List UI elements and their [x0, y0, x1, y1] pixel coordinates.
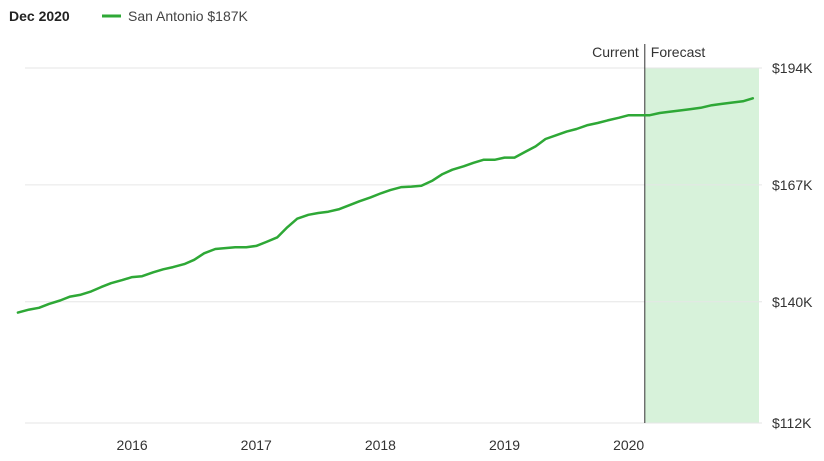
x-tick-label: 2018 — [365, 437, 396, 453]
chart-header: Dec 2020 San Antonio $187K — [9, 8, 249, 24]
series-line — [16, 97, 755, 314]
forecast-region — [644, 68, 759, 423]
grid-lines — [25, 67, 762, 424]
x-tick-label: 2020 — [613, 437, 644, 453]
current-label: Current — [592, 44, 639, 60]
legend-date: Dec 2020 — [9, 8, 70, 24]
x-tick-label: 2016 — [117, 437, 148, 453]
y-tick-label: $167K — [772, 177, 813, 193]
y-tick-label: $112K — [772, 415, 812, 431]
y-tick-label: $194K — [772, 60, 813, 76]
x-tick-label: 2019 — [489, 437, 520, 453]
x-tick-label: 2017 — [241, 437, 272, 453]
x-axis-ticks: 2016 2017 2018 2019 2020 — [117, 437, 645, 453]
series-group — [16, 97, 755, 314]
forecast-label: Forecast — [651, 44, 706, 60]
legend-series-label: San Antonio $187K — [128, 8, 249, 24]
y-axis-ticks: $112K $140K $167K $194K — [772, 60, 813, 431]
y-tick-label: $140K — [772, 294, 813, 310]
